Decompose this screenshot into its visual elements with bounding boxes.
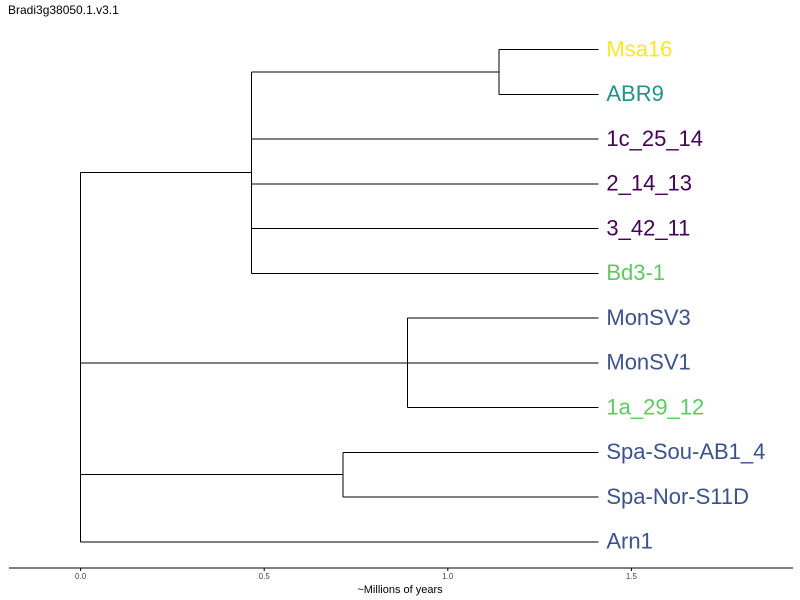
x-tick-label: 1.5 [626, 572, 638, 581]
tip-label-monsv3: MonSV3 [606, 305, 690, 330]
tip-label-1c_25_14: 1c_25_14 [606, 126, 703, 151]
x-tick-label: 1.0 [442, 572, 454, 581]
tip-label-bd3_1: Bd3-1 [606, 260, 665, 285]
x-axis-ticks-group: 0.0 0.5 1.0 1.5 [75, 568, 638, 581]
tip-label-2_14_13: 2_14_13 [606, 171, 692, 196]
tip-label-abr9: ABR9 [606, 81, 663, 106]
branches-group [80, 49, 599, 543]
x-tick-label: 0.0 [75, 572, 87, 581]
tip-label-spa_nor_s11d: Spa-Nor-S11D [606, 484, 749, 509]
tip-label-1a_29_12: 1a_29_12 [606, 394, 704, 419]
tip-label-monsv1: MonSV1 [606, 350, 690, 375]
tip-label-msa16: Msa16 [606, 36, 672, 61]
tip-label-3_42_11: 3_42_11 [606, 215, 690, 240]
tip-labels-group: Msa16 ABR9 1c_25_14 2_14_13 3_42_11 Bd3-1 MonS… [606, 36, 765, 553]
tip-label-spa_sou_ab1_4: Spa-Sou-AB1_4 [606, 439, 765, 464]
x-axis-label: ~Millions of years [357, 584, 443, 596]
chart-title: Bradi3g38050.1.v3.1 [8, 3, 119, 17]
tip-label-arn1: Arn1 [606, 529, 652, 554]
x-tick-label: 0.5 [259, 572, 271, 581]
